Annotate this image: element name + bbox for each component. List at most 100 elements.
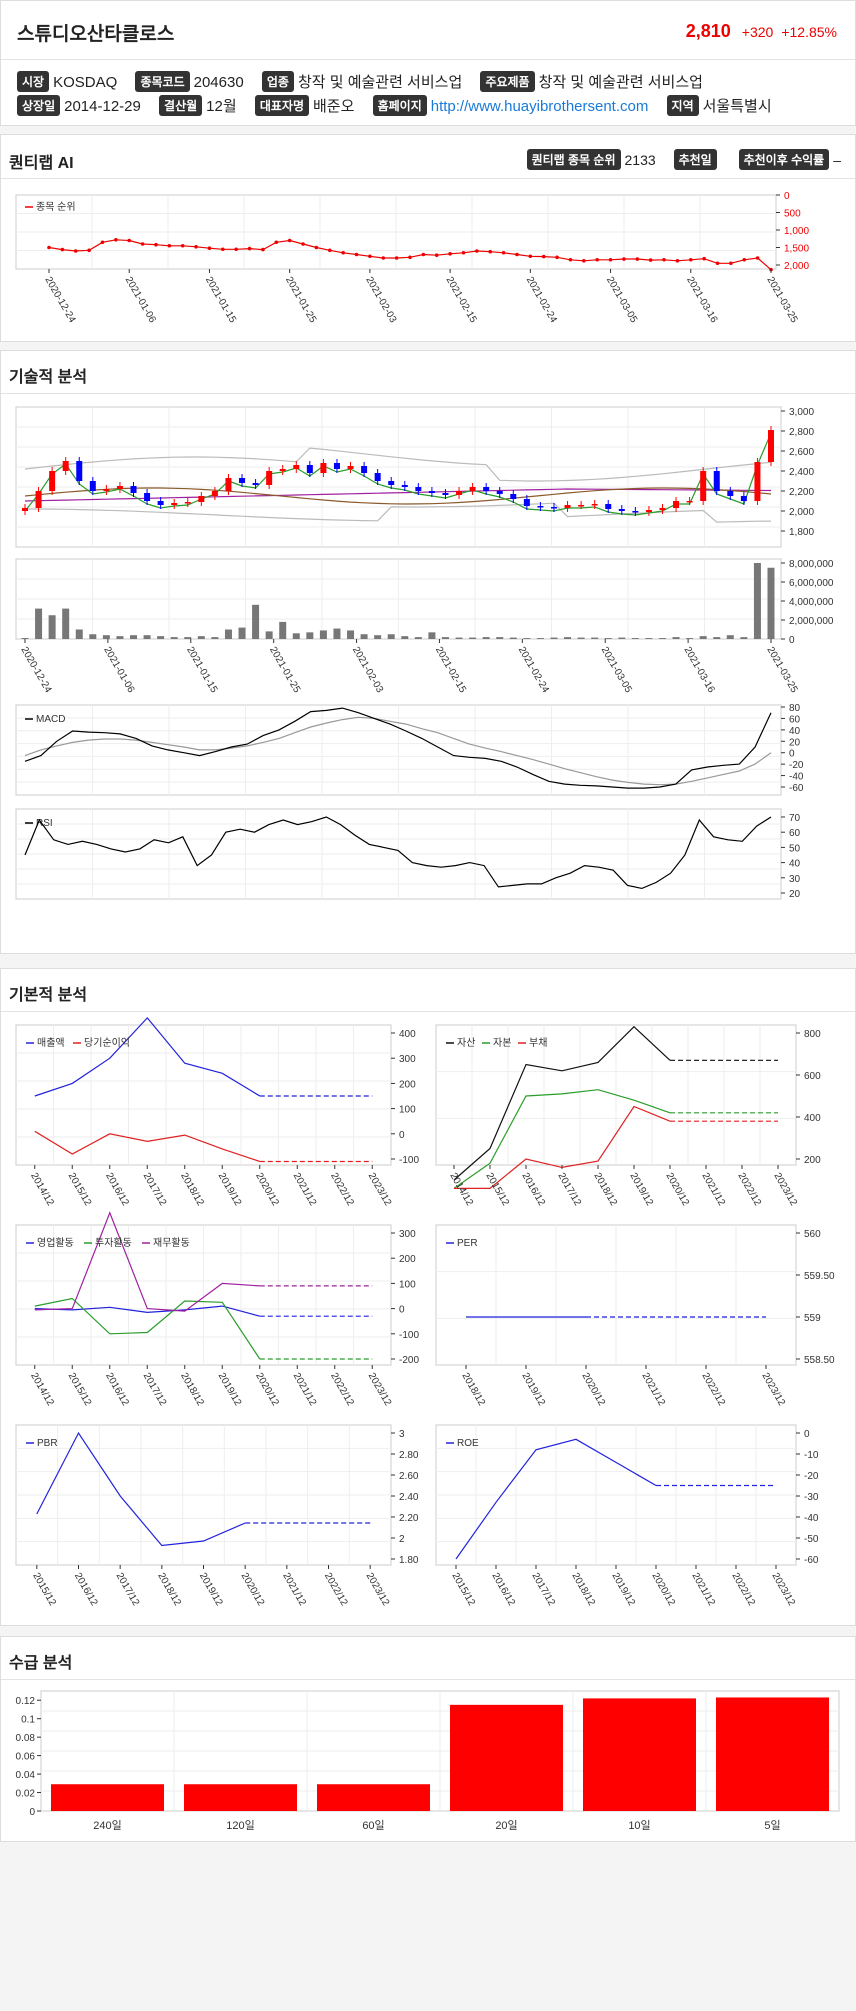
rank-point xyxy=(73,249,78,253)
stock-price: 2,810 +320 +12.85% xyxy=(686,21,837,42)
y-tick-label: -40 xyxy=(804,1513,819,1524)
volume-bar xyxy=(672,637,680,639)
y-tick-label: -30 xyxy=(804,1492,819,1503)
legend-label: 투자활동 xyxy=(95,1236,132,1249)
rank-point xyxy=(635,257,640,261)
rank-point xyxy=(515,252,519,257)
rank-point xyxy=(261,247,265,252)
x-tick-label: 2021-02-24 xyxy=(516,645,551,695)
x-tick-label: 2018/12 xyxy=(459,1371,487,1408)
y-tick-label: -20 xyxy=(789,760,804,771)
y-tick-label: 2 xyxy=(399,1534,405,1545)
x-tick-label: 2023/12 xyxy=(364,1571,392,1608)
rank-point xyxy=(475,249,479,253)
rank-point xyxy=(314,245,319,250)
volume-bar xyxy=(224,629,232,639)
x-tick-label: 2020/12 xyxy=(579,1371,607,1408)
legend-label: 영업활동 xyxy=(37,1236,74,1249)
technical-chart: 3,000 2,800 2,600 2,400 2,200 2,000 1,800 8,000… xyxy=(15,406,834,900)
stock-name: 스튜디오산타클로스 xyxy=(17,24,175,45)
rank-point xyxy=(688,257,693,262)
rank-point xyxy=(327,248,332,253)
x-tick-label: 2023/12 xyxy=(366,1371,394,1408)
y-tick-label: 2,600 xyxy=(789,447,814,458)
x-tick-label: 2021-03-16 xyxy=(684,275,719,325)
volume-bar xyxy=(591,637,599,639)
rank-point xyxy=(114,238,118,242)
candle-body xyxy=(333,463,340,469)
rank-point xyxy=(608,257,613,262)
y-tick-label: 1,500 xyxy=(784,244,809,255)
candle-body xyxy=(374,473,381,481)
stock-header-card: 스튜디오산타클로스 2,810 +320 +12.85% 시장 KOSDAQ 종목… xyxy=(0,0,856,126)
y-tick-label: 0 xyxy=(399,1130,405,1141)
x-tick-label: 60일 xyxy=(362,1818,384,1832)
x-tick-label: 2015/12 xyxy=(449,1571,477,1608)
y-tick-label: 300 xyxy=(399,1229,416,1240)
rank-point xyxy=(541,254,546,259)
volume-bar xyxy=(455,637,463,639)
info-row-1: 시장 KOSDAQ 종목코드 204630 업종 창작 및 예술관련 서비스업 주요제… xyxy=(17,71,717,92)
volume-bar xyxy=(631,638,639,639)
rank-point xyxy=(648,258,653,262)
y-tick-label: 6,000,000 xyxy=(789,578,834,589)
y-tick-label: 2.60 xyxy=(399,1471,419,1482)
x-tick-label: 2022/12 xyxy=(735,1171,763,1208)
y-tick-label: 40 xyxy=(789,859,801,870)
quantilab-title: 퀀티랩 AI xyxy=(9,155,74,172)
y-tick-label: -50 xyxy=(804,1534,819,1545)
rec-day-tag: 추천일 xyxy=(673,149,717,170)
x-tick-label: 2021-03-05 xyxy=(599,645,634,695)
y-tick-label: 2,000 xyxy=(789,507,814,518)
volume-bar xyxy=(509,637,517,639)
homepage-link[interactable]: http://www.huayibrothersent.com xyxy=(430,98,649,115)
volume-bar xyxy=(645,638,653,639)
supply-bar xyxy=(450,1704,563,1811)
x-tick-label: 2017/12 xyxy=(141,1371,169,1408)
rank-point xyxy=(595,257,599,262)
volume-bar xyxy=(143,635,151,639)
ma-mid xyxy=(24,487,772,505)
candle-body xyxy=(252,483,259,485)
x-tick-label: 2021-03-16 xyxy=(682,645,717,695)
volume-bar xyxy=(279,621,287,639)
x-tick-label: 2021/12 xyxy=(280,1571,308,1608)
rank-point xyxy=(555,255,559,260)
x-tick-label: 2023/12 xyxy=(759,1371,787,1408)
code-value: 204630 xyxy=(193,74,244,91)
x-tick-label: 2016/12 xyxy=(103,1371,131,1408)
candle-body xyxy=(754,462,761,501)
rank-point xyxy=(47,245,51,250)
y-tick-label: 560 xyxy=(804,1229,821,1240)
ceo-tag: 대표자명 xyxy=(254,95,309,116)
y-tick-label: 3 xyxy=(399,1429,405,1440)
volume-bar xyxy=(292,633,300,639)
rank-point xyxy=(180,243,185,248)
y-tick-label: 0 xyxy=(29,1807,35,1818)
x-tick-label: 2023/12 xyxy=(366,1171,394,1208)
x-tick-label: 2017/12 xyxy=(529,1571,557,1608)
x-tick-label: 2016/12 xyxy=(103,1171,131,1208)
candle-body xyxy=(768,430,774,462)
candle-body xyxy=(727,491,734,496)
x-tick-label: 2021-01-15 xyxy=(184,645,219,695)
supply-bar xyxy=(583,1698,696,1811)
rank-point xyxy=(60,247,65,252)
ma-short xyxy=(24,432,772,516)
y-tick-label: 30 xyxy=(789,874,801,885)
y-tick-label: -200 xyxy=(399,1355,419,1366)
macd-line xyxy=(24,707,772,789)
candle-body xyxy=(171,503,178,505)
rank-point xyxy=(381,256,386,260)
y-tick-label: 0.12 xyxy=(16,1696,36,1707)
fundamental-line xyxy=(453,1025,671,1181)
x-tick-label: 2020/12 xyxy=(253,1371,281,1408)
y-tick-label: 0.08 xyxy=(16,1733,36,1744)
fundamental-card: 기본적 분석 400 300 200 100 0 -100 매출액 당기순이익 2014/12 2… xyxy=(0,968,856,1626)
legend-label: PER xyxy=(457,1238,478,1249)
rank-point xyxy=(154,242,158,247)
y-tick-label: 2,000 xyxy=(784,261,809,272)
volume-bar xyxy=(686,638,694,639)
rank-point xyxy=(221,247,225,252)
y-tick-label: 100 xyxy=(399,1279,416,1290)
